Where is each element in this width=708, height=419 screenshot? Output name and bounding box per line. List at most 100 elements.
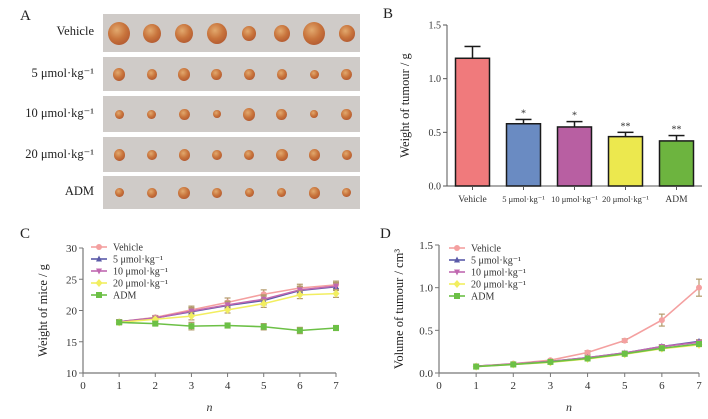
legend-label: 5 μmol·kg⁻¹ [113,255,163,266]
tumour-sample [244,188,254,198]
marker-square [224,322,231,329]
x-tick-label: 2 [511,380,517,392]
marker-triangle-up [454,256,460,263]
marker-square [547,358,554,365]
x-tick-label: 5 [622,380,628,392]
y-tick-label: 1.0 [419,283,433,295]
tumour-sample [303,22,325,46]
y-tick-label: 20 [66,306,78,318]
significance-marker: ** [672,125,682,136]
x-tick-label: Vehicle [458,195,487,205]
photo-row-label: Vehicle [56,24,94,38]
series-4 [116,319,339,335]
marker-square [152,320,159,327]
tumour-sample [114,188,124,198]
marker-triangle-down [454,269,460,276]
y-tick-label: 0.0 [419,368,433,380]
marker-diamond [187,312,195,321]
y-axis-label: Weight of tumour / g [398,52,412,157]
tumour-sample [341,149,352,160]
y-tick-label: 0.5 [429,128,442,139]
y-axis-label: Volume of tumour / cm³ [392,249,406,369]
legend-label: Vehicle [113,243,144,254]
marker-square [188,323,195,330]
marker-diamond [296,290,304,299]
x-tick-label: 0 [436,380,442,392]
marker-triangle-down [224,302,231,309]
photo-row-strip [103,14,360,52]
legend-label: 20 μmol·kg⁻¹ [471,280,526,291]
tumour-sample [275,148,288,162]
tumour-sample [146,187,157,198]
panel-letter-c: C [20,226,31,242]
x-tick-label: 3 [548,380,554,392]
tumour-sample [212,110,221,119]
marker-triangle-down [296,287,303,294]
x-tick-label: 4 [585,380,591,392]
marker-diamond [453,280,461,288]
marker-square [584,355,591,362]
marker-square [621,350,628,357]
marker-square [333,325,339,331]
tumour-sample [211,68,222,81]
bar [607,135,644,187]
tumour-sample [178,68,190,81]
tumour-sample [276,69,287,80]
tumour-sample [146,149,157,160]
marker-square [260,323,267,330]
x-tick-label: 1 [473,380,479,392]
x-axis-label: n [566,400,572,414]
x-tick-label: 5 μmol·kg⁻¹ [502,194,545,204]
tumour-sample [341,68,352,81]
tumour-sample [243,68,255,81]
marker-square [696,340,702,347]
x-tick-label: 2 [153,380,159,392]
marker-triangle-up [96,255,102,262]
photo-row-label: 20 μmol·kg⁻¹ [25,146,94,161]
y-tick-label: 25 [66,274,78,286]
tumour-sample [147,109,156,119]
x-tick-label: 7 [333,380,339,392]
tumour-sample [178,186,190,200]
marker-square [658,345,665,352]
tumour-sample [178,149,190,161]
photo-row-label: 10 μmol·kg⁻¹ [25,106,94,120]
tumour-sample [142,24,161,43]
photo-row-strip [103,57,360,91]
x-tick-label: 0 [80,380,86,392]
marker-triangle-down [333,283,339,290]
y-axis-label: Weight of mice / g [36,263,50,356]
chart-b-tumour-weight: 0.0 0.5 1.0 1.5 Weight of tumour / g Vehicle *… [398,21,702,205]
tumour-sample [276,108,287,121]
tumour-sample [211,187,222,198]
tumour-sample [273,25,290,42]
tumour-sample [277,188,286,198]
y-tick-label: 1.5 [419,240,433,252]
series-4 [473,340,702,370]
panel-letter-a: A [20,8,31,24]
x-tick-label: 1 [116,380,122,392]
tumour-sample [242,26,256,41]
marker-diamond [260,299,268,308]
bar [454,57,491,187]
legend-label: ADM [113,291,136,302]
photo-row-strip [103,137,360,172]
marker-square [96,292,102,298]
x-tick-label: 20 μmol·kg⁻¹ [602,194,649,204]
bar [658,140,695,187]
legend-label: 10 μmol·kg⁻¹ [113,267,168,278]
y-tick-label: 0.0 [429,182,442,193]
x-tick-label: 3 [189,380,195,392]
legend-label: 10 μmol·kg⁻¹ [471,268,526,279]
series-3 [115,289,340,327]
x-tick-label: 6 [659,380,665,392]
significance-marker: ** [621,121,631,132]
x-axis-label: n [207,400,213,414]
marker-diamond [95,279,103,287]
y-tick-label: 0.5 [419,325,433,337]
marker-diamond [332,289,340,298]
tumour-sample [206,23,227,44]
marker-square [454,293,460,299]
tumour-sample [308,149,320,161]
marker-circle [658,317,665,324]
